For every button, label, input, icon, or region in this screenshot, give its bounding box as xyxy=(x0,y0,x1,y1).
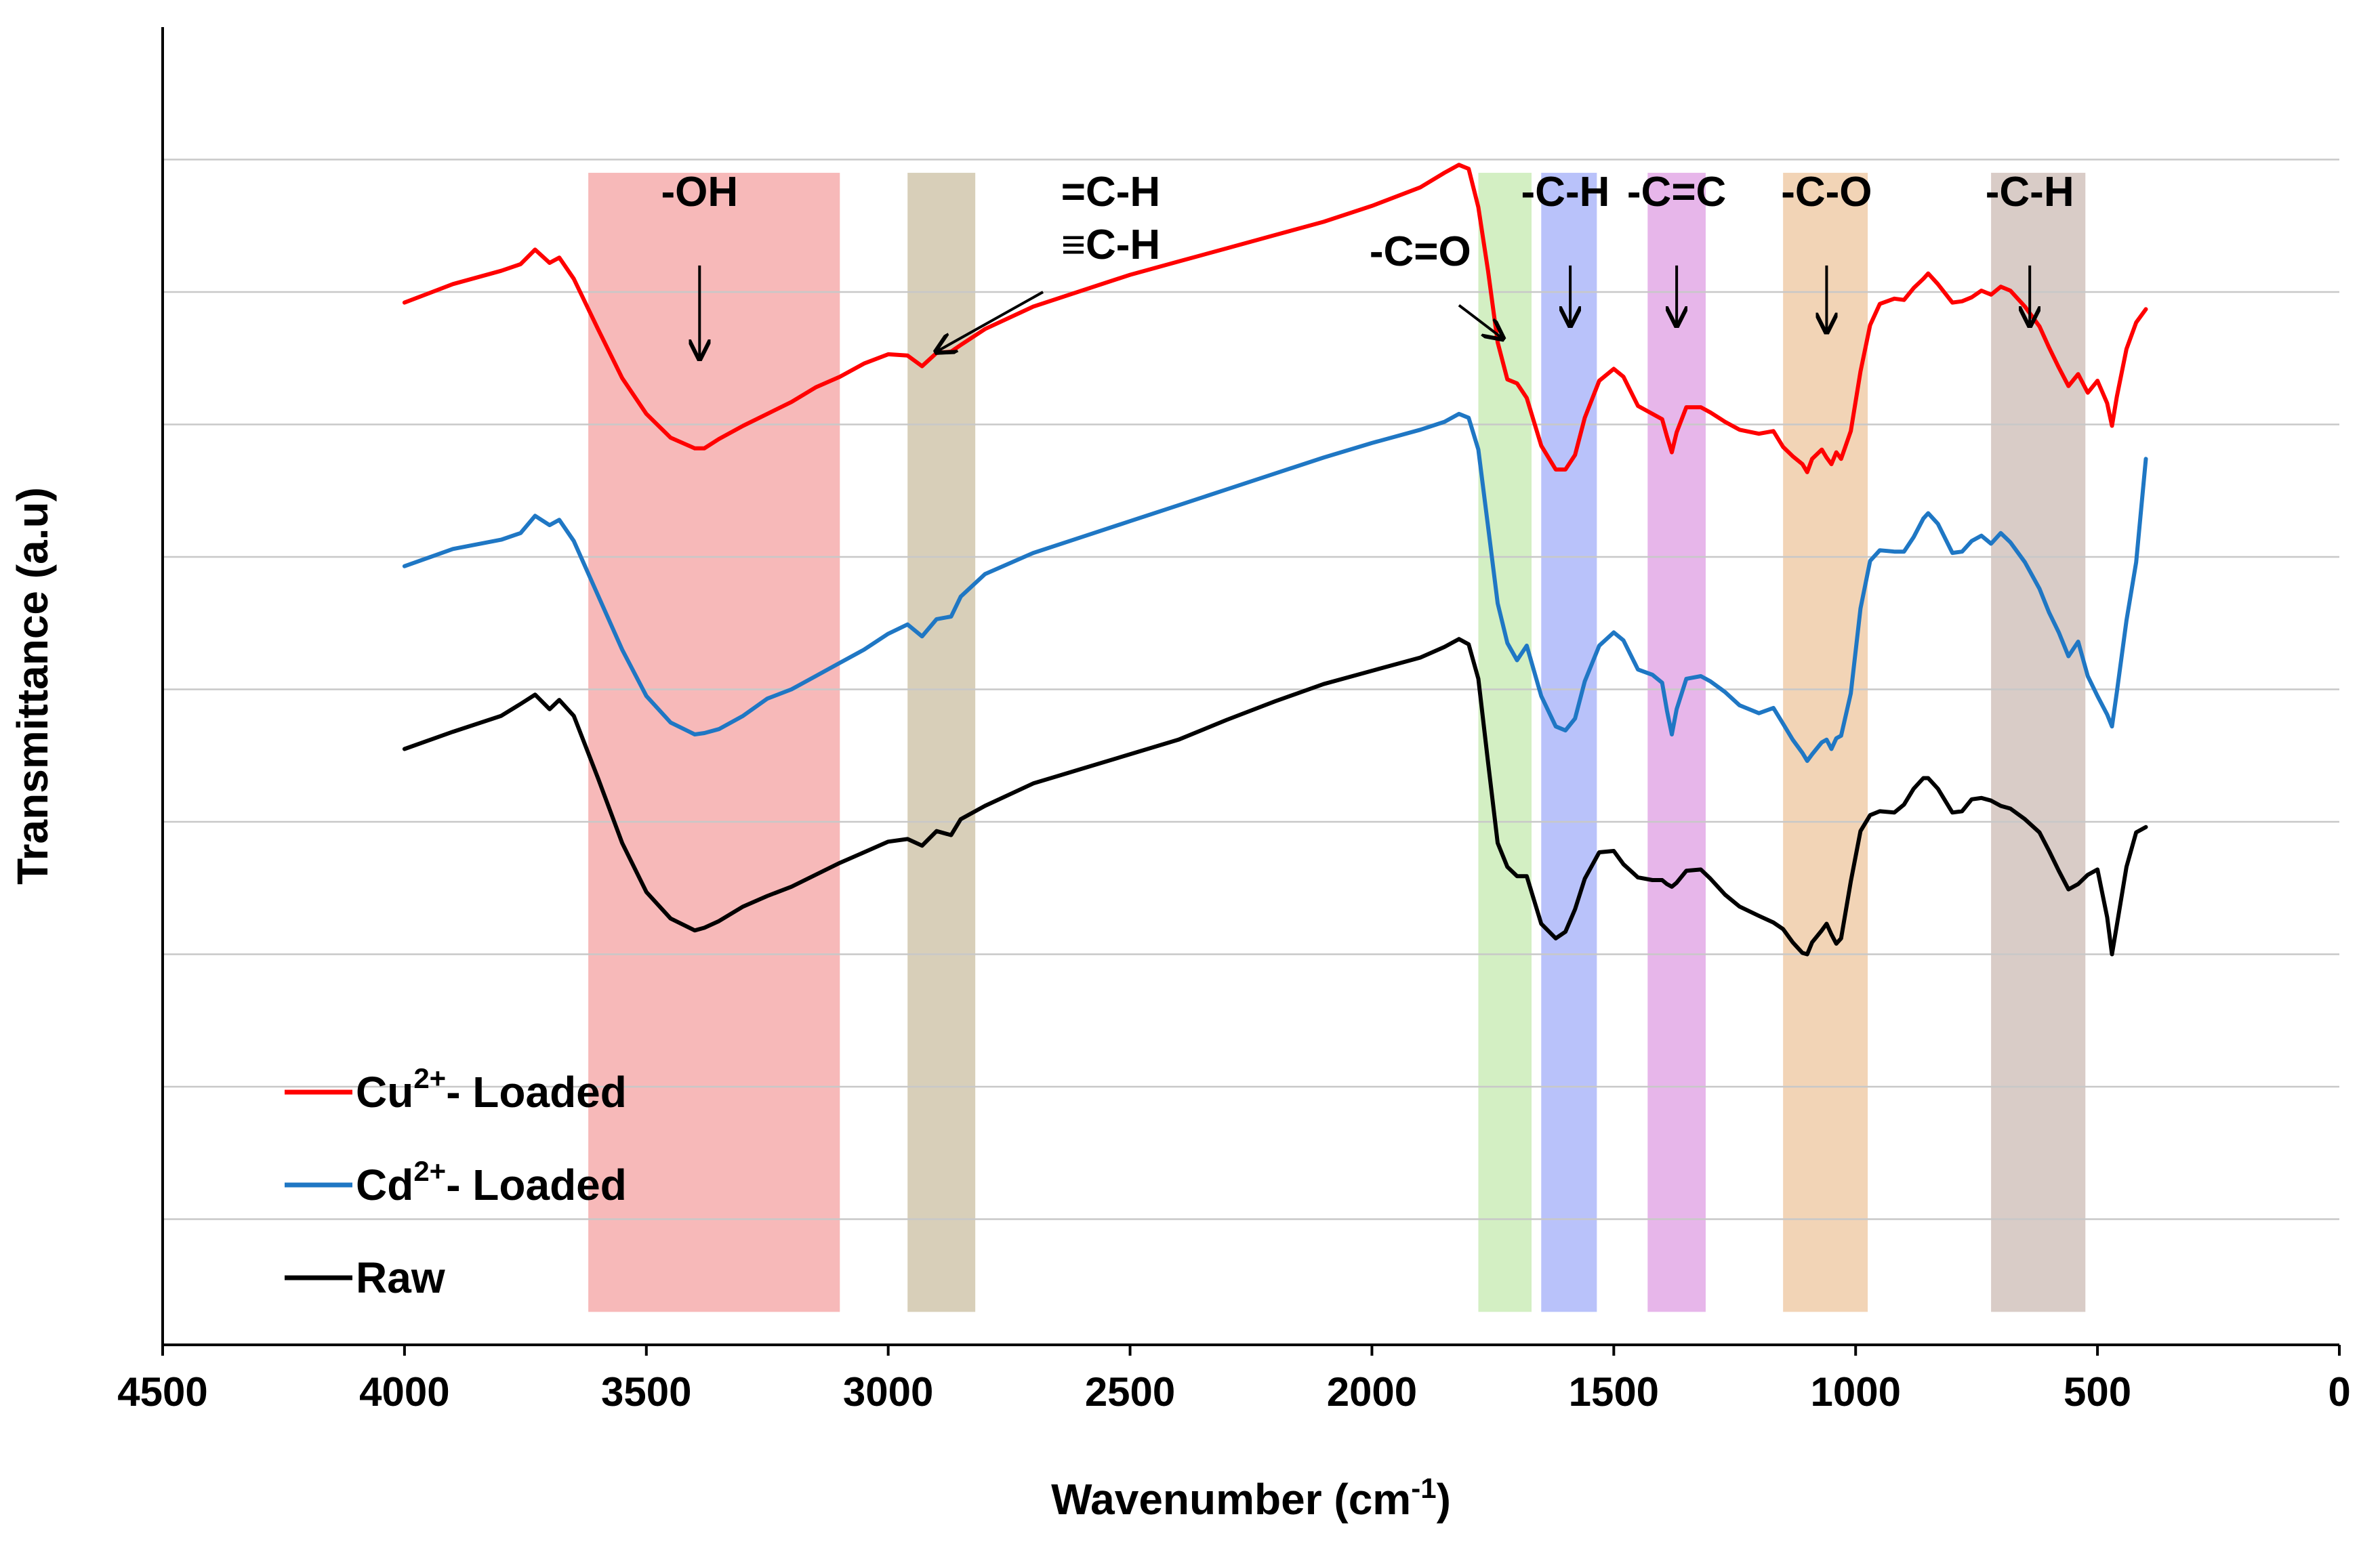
annotation-label-6: -C=C xyxy=(1627,169,1726,215)
legend-label-3: Raw xyxy=(356,1253,445,1302)
x-tick-label-0: 4500 xyxy=(117,1369,207,1415)
annotation-group: -OH =C-H ≡C-H -C=O -C-H -C=C -C-O -C-H xyxy=(661,169,2074,358)
x-tick-label-1: 4000 xyxy=(359,1369,449,1415)
annotation-label-8: -C-H xyxy=(1986,169,2074,215)
x-tick-label-3: 3000 xyxy=(843,1369,933,1415)
band-5 xyxy=(1647,173,1706,1312)
band-group xyxy=(588,173,2086,1312)
legend-label-1: Cu2+- Loaded xyxy=(356,1062,627,1117)
axes xyxy=(161,27,2339,1346)
x-axis-title: Wavenumber (cm-1) xyxy=(1051,1472,1451,1524)
x-tick-label-5: 2000 xyxy=(1327,1369,1417,1415)
annotation-label-3: ≡C-H xyxy=(1061,222,1160,268)
x-tick-label-4: 2500 xyxy=(1085,1369,1175,1415)
annotation-label-5: -C-H xyxy=(1521,169,1610,215)
gridlines xyxy=(163,159,2339,1220)
series-group xyxy=(402,163,2148,957)
x-tick-label-9: 0 xyxy=(2328,1369,2350,1415)
band-7 xyxy=(1991,173,2086,1312)
annotation-arrow-3 xyxy=(937,291,1044,352)
annotation-label-1: -OH xyxy=(661,169,738,215)
y-axis-title: Transmittance (a.u) xyxy=(8,487,57,885)
x-tick-label-2: 3500 xyxy=(601,1369,691,1415)
x-axis-title-suffix: ) xyxy=(1437,1475,1451,1524)
series-line-2 xyxy=(402,411,2148,764)
legend-label-2: Cd2+- Loaded xyxy=(356,1155,627,1209)
x-axis-title-main: Wavenumber (cm xyxy=(1051,1475,1411,1524)
x-tick-label-6: 1500 xyxy=(1569,1369,1659,1415)
series-line-1 xyxy=(402,163,2148,474)
x-axis-title-sup: -1 xyxy=(1411,1472,1436,1504)
x-tick-label-8: 500 xyxy=(2064,1369,2131,1415)
band-4 xyxy=(1541,173,1597,1312)
annotation-arrow-4 xyxy=(1458,304,1502,339)
x-tick-group: 4500 4000 3500 3000 2500 2000 1500 1000 500 0 xyxy=(117,1345,2351,1415)
series-line-3 xyxy=(402,637,2148,957)
x-tick-label-7: 1000 xyxy=(1810,1369,1900,1415)
annotation-label-2: =C-H xyxy=(1061,169,1160,215)
annotation-label-4: -C=O xyxy=(1370,228,1471,275)
legend: Cu2+- Loaded Cd2+- Loaded Raw xyxy=(285,1062,627,1302)
annotation-label-7: -C-O xyxy=(1781,169,1872,215)
band-1 xyxy=(588,173,840,1312)
